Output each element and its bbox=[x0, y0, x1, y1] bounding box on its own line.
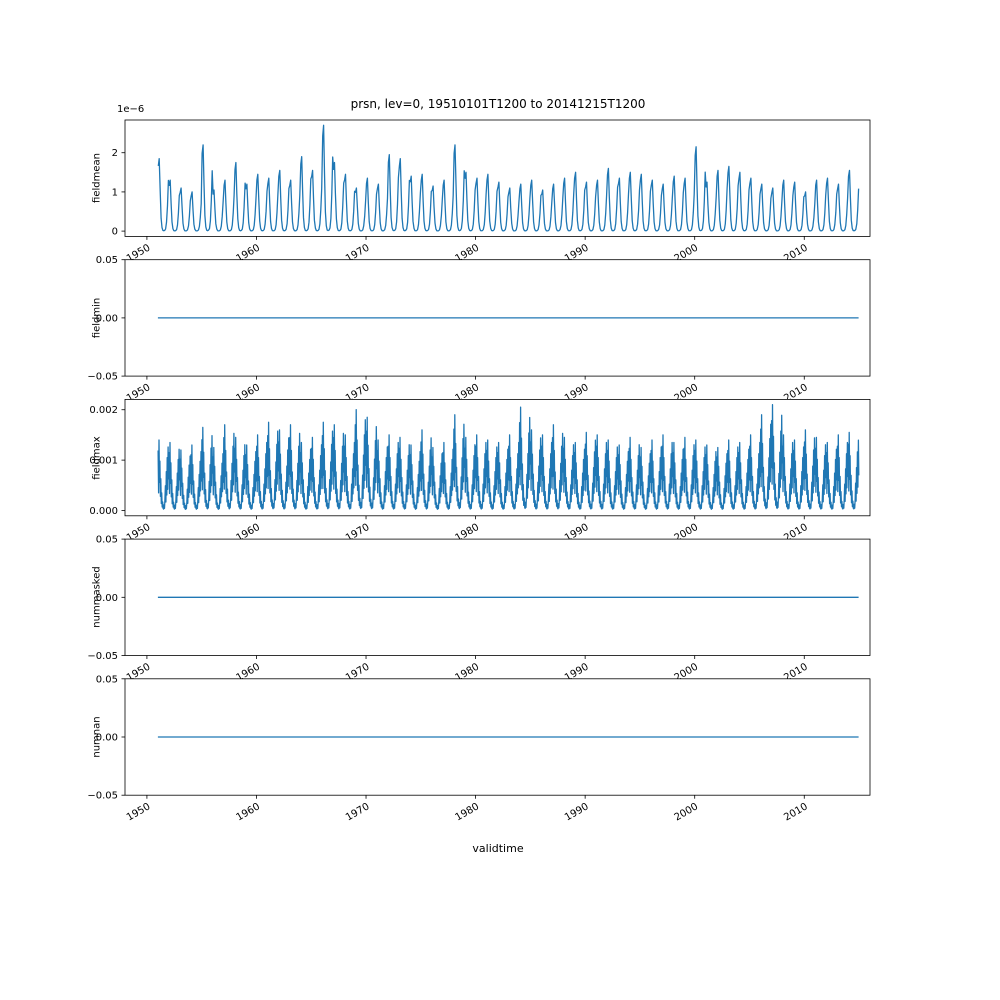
ytick-label: 0.05 bbox=[96, 535, 118, 546]
xtick-label: 1970 bbox=[344, 801, 372, 823]
ylabel-numnan: numnan bbox=[91, 716, 103, 758]
xlabel: validtime bbox=[472, 842, 524, 855]
ytick-label: −0.05 bbox=[87, 372, 118, 383]
ytick-label: 0.00 bbox=[96, 733, 118, 744]
ylabel-fieldmax: fieldmax bbox=[91, 436, 103, 480]
ytick-label: 0 bbox=[112, 227, 118, 238]
ytick-label: 2 bbox=[112, 148, 118, 159]
xtick-label: 1980 bbox=[454, 801, 482, 823]
ylabel-fieldmean: fieldmean bbox=[91, 153, 103, 203]
xtick-label: 1990 bbox=[563, 801, 591, 823]
xtick-label: 2000 bbox=[673, 801, 701, 823]
ytick-label: 0.05 bbox=[96, 674, 118, 685]
ytick-label: −0.05 bbox=[87, 651, 118, 662]
ytick-label: 0.001 bbox=[89, 456, 118, 467]
xtick-label: 1960 bbox=[234, 801, 262, 823]
subplot-numnan: 1950 1960 1970 1980 1990 2000 2010 −0.05 0.00 0.0… bbox=[87, 674, 871, 824]
ylabel-fieldmin: fieldmin bbox=[91, 297, 103, 339]
subplot-fieldmax: 1950 1960 1970 1980 1990 2000 20100.0000.0010.… bbox=[89, 398, 871, 544]
ytick-label: 1 bbox=[112, 187, 118, 198]
ytick-label: 0.00 bbox=[96, 313, 118, 324]
subplot-fieldmin: 1950 1960 1970 1980 1990 2000 2010−0.050.000.0… bbox=[87, 255, 871, 404]
xtick-label: 2010 bbox=[782, 801, 810, 823]
ytick-label: 0.00 bbox=[96, 593, 118, 604]
subplot-nummasked: 1950 1960 1970 1980 1990 2000 2010−0.050.000.0… bbox=[87, 535, 871, 684]
y-offset-text: 1e−6 bbox=[117, 104, 145, 115]
series-fieldmax bbox=[157, 404, 860, 510]
ytick-label: −0.05 bbox=[87, 791, 118, 802]
ytick-label: 0.05 bbox=[96, 255, 118, 266]
series-fieldmean bbox=[157, 124, 860, 232]
chart-title: prsn, lev=0, 19510101T1200 to 20141215T1… bbox=[350, 97, 646, 111]
ylabel-nummasked: nummasked bbox=[91, 566, 103, 628]
ytick-label: 0.002 bbox=[89, 405, 118, 416]
ytick-label: 0.000 bbox=[89, 506, 118, 517]
xtick-label: 1950 bbox=[125, 801, 153, 823]
